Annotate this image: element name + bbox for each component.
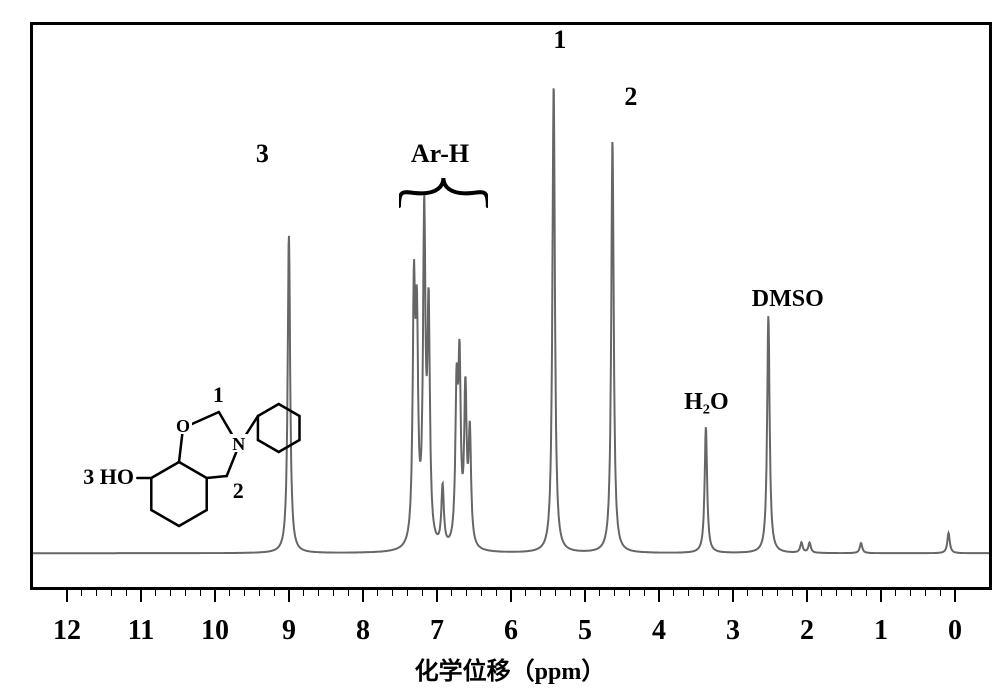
x-tick-label: 10: [201, 615, 229, 647]
peak-label: DMSO: [752, 286, 824, 313]
x-tick-label: 3: [726, 615, 740, 647]
peak-label: 2: [624, 82, 637, 112]
peak-label: 3: [256, 139, 269, 169]
x-tick-label: 6: [504, 615, 518, 647]
nmr-chart: 123Ar-HDMSOH₂O ON123 HO 1211109876543210…: [10, 10, 1000, 687]
plot-frame: 1 2 3 Ar-H DMSO H₂O O N 1 2 3 HO: [30, 22, 992, 590]
x-axis-title: 化学位移（ppm）: [415, 651, 606, 686]
x-tick-label: 12: [53, 615, 81, 647]
x-tick-label: 11: [128, 615, 154, 647]
x-tick-label: 4: [652, 615, 666, 647]
molecule-label: 3 HO: [83, 464, 134, 490]
peak-label: Ar-H: [411, 139, 469, 169]
x-tick-label: 9: [282, 615, 296, 647]
x-tick-label: 1: [874, 615, 888, 647]
x-tick-label: 5: [578, 615, 592, 647]
peak-label: 1: [553, 25, 566, 55]
svg-text:O: O: [176, 416, 190, 436]
aromatic-brace: [399, 178, 488, 216]
x-tick-label: 2: [800, 615, 814, 647]
svg-text:N: N: [232, 434, 245, 454]
x-tick-label: 8: [356, 615, 370, 647]
molecule-label: 2: [233, 478, 244, 504]
molecule-structure: ON123 HO: [104, 354, 344, 544]
x-tick-label: 0: [948, 615, 962, 647]
molecule-label: 1: [213, 382, 224, 408]
x-tick-label: 7: [430, 615, 444, 647]
peak-label: H₂O: [684, 389, 729, 416]
